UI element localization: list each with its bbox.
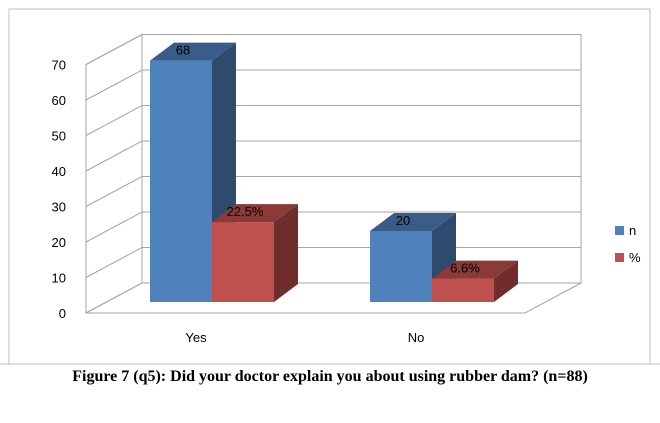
bar-%-Yes: [212, 222, 274, 302]
y-tick-label: 70: [52, 58, 66, 73]
gridline: [85, 34, 581, 65]
y-tick-label: 20: [52, 235, 66, 250]
side-wall: [85, 33, 143, 314]
y-tick-label: 40: [52, 164, 66, 179]
floor: [85, 282, 582, 314]
data-label: 6.6%: [450, 261, 480, 276]
bar-n-No: [370, 231, 432, 302]
x-tick-label: No: [408, 330, 425, 345]
gridline: [85, 105, 581, 136]
bar-top: [212, 204, 298, 223]
legend-swatch: [615, 253, 624, 262]
legend-swatch: [615, 226, 624, 235]
data-label: 68: [176, 43, 190, 58]
y-tick-label: 60: [52, 93, 66, 108]
legend-label: %: [629, 250, 641, 265]
gridline: [85, 69, 581, 101]
y-tick-label: 30: [52, 200, 66, 215]
bar-n-Yes: [150, 60, 212, 302]
y-tick-label: 0: [59, 306, 66, 321]
bar-top: [370, 213, 456, 231]
bar-top: [150, 42, 236, 61]
figure-caption: Figure 7 (q5): Did your doctor explain y…: [72, 368, 588, 385]
gridline: [85, 140, 581, 172]
bar-side: [494, 260, 518, 302]
gridline: [85, 211, 581, 243]
data-label: 22.5%: [227, 204, 264, 219]
gridline: [85, 176, 581, 207]
chart-frame: [8, 8, 651, 365]
bar-%-No: [432, 278, 494, 302]
y-tick-label: 10: [52, 271, 66, 286]
bar-side: [274, 204, 298, 302]
x-tick-label: Yes: [185, 330, 207, 345]
y-tick-label: 50: [52, 129, 66, 144]
bar-top: [432, 260, 518, 279]
data-label: 20: [396, 213, 410, 228]
legend-label: n: [629, 223, 636, 238]
